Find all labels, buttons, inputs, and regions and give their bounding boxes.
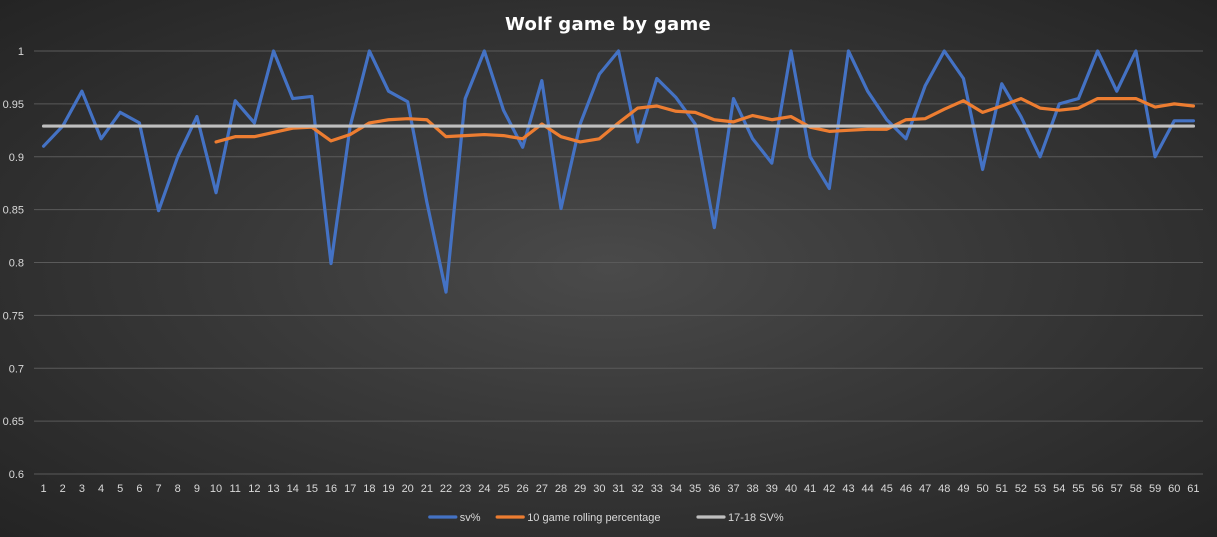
x-tick-label: 48 [938, 483, 950, 495]
x-tick-label: 7 [156, 483, 162, 495]
x-tick-label: 39 [766, 483, 778, 495]
x-tick-label: 37 [727, 483, 739, 495]
x-tick-label: 49 [957, 483, 969, 495]
x-tick-label: 54 [1053, 483, 1065, 495]
x-tick-label: 55 [1072, 483, 1084, 495]
x-tick-label: 36 [708, 483, 720, 495]
x-tick-label: 3 [79, 483, 85, 495]
y-tick-label: 1 [18, 46, 24, 58]
x-tick-label: 12 [248, 483, 260, 495]
x-tick-label: 11 [230, 483, 241, 495]
x-tick-label: 10 [210, 483, 222, 495]
legend-label: 17-18 SV% [728, 512, 784, 524]
x-tick-label: 18 [363, 483, 375, 495]
x-tick-label: 8 [175, 483, 181, 495]
x-tick-label: 9 [194, 483, 200, 495]
x-tick-label: 4 [98, 483, 104, 495]
series-line-1 [214, 96, 1196, 144]
x-tick-label: 30 [593, 483, 605, 495]
x-tick-label: 22 [440, 483, 452, 495]
x-tick-label: 47 [919, 483, 931, 495]
y-tick-label: 0.7 [9, 363, 24, 375]
x-tick-label: 13 [267, 483, 279, 495]
x-tick-label: 57 [1111, 483, 1123, 495]
x-tick-label: 5 [117, 483, 123, 495]
x-tick-label: 38 [747, 483, 759, 495]
x-tick-label: 42 [823, 483, 835, 495]
x-tick-label: 17 [344, 483, 356, 495]
series-lines [41, 49, 1196, 294]
x-tick-label: 33 [651, 483, 663, 495]
x-tick-label: 52 [1015, 483, 1027, 495]
x-tick-label: 6 [136, 483, 142, 495]
x-tick-label: 19 [382, 483, 394, 495]
x-tick-label: 44 [862, 483, 874, 495]
legend-label: sv% [460, 512, 481, 524]
x-tick-label: 50 [976, 483, 988, 495]
x-tick-label: 15 [306, 483, 318, 495]
x-tick-label: 58 [1130, 483, 1142, 495]
x-tick-label: 56 [1091, 483, 1103, 495]
x-tick-label: 23 [459, 483, 471, 495]
y-tick-label: 0.6 [9, 469, 24, 481]
y-tick-label: 0.9 [9, 152, 24, 164]
y-tick-label: 0.65 [3, 416, 24, 428]
x-tick-label: 53 [1034, 483, 1046, 495]
x-tick-label: 21 [421, 483, 433, 495]
series-line-0 [41, 49, 1196, 294]
x-tick-label: 61 [1187, 483, 1199, 495]
x-tick-label: 27 [536, 483, 548, 495]
x-tick-label: 32 [632, 483, 644, 495]
x-tick-label: 46 [900, 483, 912, 495]
x-tick-label: 24 [478, 483, 490, 495]
chart-title: Wolf game by game [505, 14, 711, 35]
x-tick-label: 25 [497, 483, 509, 495]
x-tick-label: 31 [612, 483, 624, 495]
legend-label: 10 game rolling percentage [527, 512, 660, 524]
legend: sv% 10 game rolling percentage 17-18 SV% [428, 512, 784, 524]
x-tick-label: 35 [689, 483, 701, 495]
x-tick-label: 34 [670, 483, 682, 495]
x-tick-label: 26 [517, 483, 529, 495]
x-tick-label: 60 [1168, 483, 1180, 495]
x-tick-label: 20 [402, 483, 414, 495]
x-axis-ticks: 1 2 3 4 5 6 7 8 9 10 11 12 13 14 15 16 17 18 19 20 21 22 23 24 2… [41, 483, 1200, 495]
y-tick-label: 0.8 [9, 258, 24, 270]
x-tick-label: 43 [842, 483, 854, 495]
y-tick-label: 0.95 [3, 99, 24, 111]
x-tick-label: 59 [1149, 483, 1161, 495]
x-tick-label: 41 [804, 483, 816, 495]
x-tick-label: 2 [60, 483, 66, 495]
x-tick-label: 1 [41, 483, 47, 495]
x-tick-label: 45 [881, 483, 893, 495]
x-tick-label: 40 [785, 483, 797, 495]
x-tick-label: 16 [325, 483, 337, 495]
y-tick-label: 0.85 [3, 205, 24, 217]
x-tick-label: 28 [555, 483, 567, 495]
x-tick-label: 14 [287, 483, 299, 495]
x-tick-label: 29 [574, 483, 586, 495]
y-tick-label: 0.75 [3, 310, 24, 322]
x-tick-label: 51 [996, 483, 1008, 495]
gridlines [34, 50, 1203, 475]
y-axis-ticks: 0.6 0.65 0.7 0.75 0.8 0.85 0.9 0.95 1 [3, 46, 24, 481]
